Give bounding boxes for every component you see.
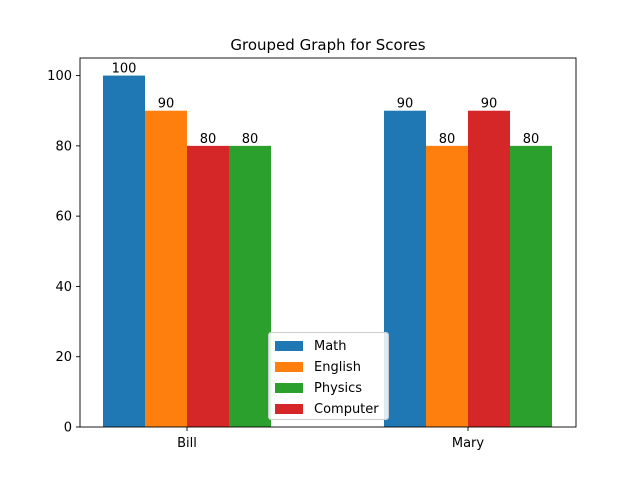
legend-label: English — [314, 359, 361, 375]
x-tick-label: Mary — [452, 436, 485, 451]
y-tick-label: 20 — [55, 350, 72, 365]
data-label: 90 — [158, 97, 175, 112]
bar-physics-bill — [229, 145, 271, 427]
data-labels-layer: 100 90 80 80 90 80 90 80 — [112, 62, 540, 147]
legend-swatch — [275, 383, 303, 393]
y-tick-label: 0 — [64, 421, 72, 436]
data-label: 80 — [439, 132, 456, 147]
data-label: 80 — [200, 132, 217, 147]
data-label: 90 — [481, 97, 498, 112]
x-tick-label: Bill — [177, 436, 197, 451]
legend-label: Computer — [314, 401, 379, 417]
plot-frame — [79, 57, 577, 428]
y-tick-label: 40 — [55, 280, 72, 295]
legend-swatch — [275, 362, 303, 372]
legend-swatch — [275, 404, 303, 414]
bar-english-mary — [426, 145, 468, 427]
legend-label: Physics — [314, 380, 363, 396]
y-tick-label: 100 — [47, 69, 72, 84]
bar-physics-mary — [510, 145, 552, 427]
legend-label: Math — [314, 338, 347, 354]
bar-computer-mary — [468, 110, 510, 427]
legend-swatch — [275, 341, 303, 351]
y-tick-label: 60 — [55, 210, 72, 225]
bars-layer — [103, 75, 552, 428]
legend-entry-english: English — [275, 357, 361, 377]
bar-english-bill — [145, 110, 187, 427]
data-label: 90 — [397, 97, 414, 112]
axes-layer: 0 20 40 60 80 100 Bill Mary — [47, 57, 577, 451]
bar-math-bill — [103, 75, 145, 428]
legend-entry-math: Math — [275, 336, 347, 356]
chart-title: Grouped Graph for Scores — [230, 36, 425, 54]
legend-entry-computer: Computer — [275, 399, 379, 419]
data-label: 80 — [523, 132, 540, 147]
y-tick-label: 80 — [55, 139, 72, 154]
bar-computer-bill — [187, 145, 229, 427]
data-label: 80 — [242, 132, 259, 147]
bar-math-mary — [384, 110, 426, 427]
data-label: 100 — [112, 62, 137, 77]
legend-entry-physics: Physics — [275, 378, 362, 398]
legend: Math English Physics Computer — [268, 332, 389, 420]
